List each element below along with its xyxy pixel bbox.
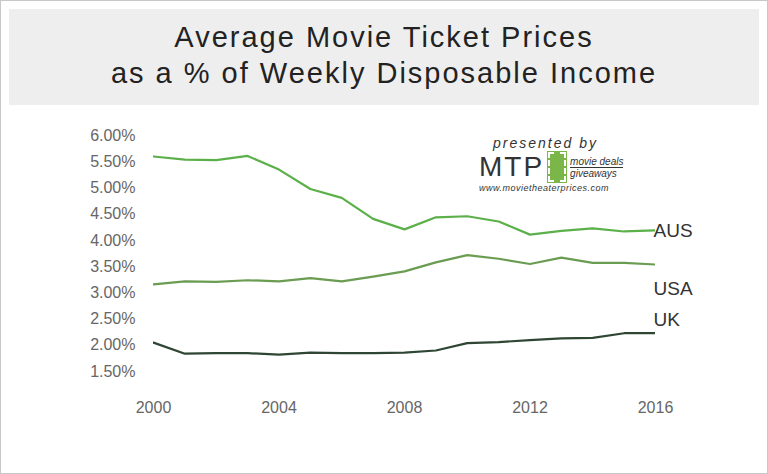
svg-text:3.00%: 3.00% bbox=[90, 284, 135, 301]
svg-text:USA: USA bbox=[654, 278, 693, 299]
svg-text:2008: 2008 bbox=[387, 399, 423, 416]
html-text:movie deals: movie deals bbox=[570, 155, 624, 167]
svg-text:3.50%: 3.50% bbox=[90, 258, 135, 275]
svg-text:2016: 2016 bbox=[638, 399, 674, 416]
html-text:Average Movie Ticket Prices as: Average Movie Ticket Prices as a % of We… bbox=[110, 21, 658, 89]
svg-text:UK: UK bbox=[654, 309, 681, 330]
html-text:presented by: presented by bbox=[493, 135, 598, 151]
svg-text:2.00%: 2.00% bbox=[90, 336, 135, 353]
svg-text:2000: 2000 bbox=[136, 399, 172, 416]
svg-text:2.50%: 2.50% bbox=[90, 310, 135, 327]
svg-text:AUS: AUS bbox=[654, 220, 693, 241]
svg-text:2004: 2004 bbox=[261, 399, 297, 416]
html-text:giveaways: giveaways bbox=[570, 167, 617, 179]
svg-text:4.50%: 4.50% bbox=[90, 205, 135, 222]
html-text:MTP: MTP bbox=[479, 151, 545, 182]
svg-text:5.00%: 5.00% bbox=[90, 179, 135, 196]
svg-text:2012: 2012 bbox=[512, 399, 548, 416]
svg-text:4.00%: 4.00% bbox=[90, 232, 135, 249]
svg-text:1.50%: 1.50% bbox=[90, 363, 135, 380]
svg-text:5.50%: 5.50% bbox=[90, 153, 135, 170]
svg-text:6.00%: 6.00% bbox=[90, 127, 135, 144]
html-text:www.movietheaterprices.com: www.movietheaterprices.com bbox=[479, 183, 609, 193]
